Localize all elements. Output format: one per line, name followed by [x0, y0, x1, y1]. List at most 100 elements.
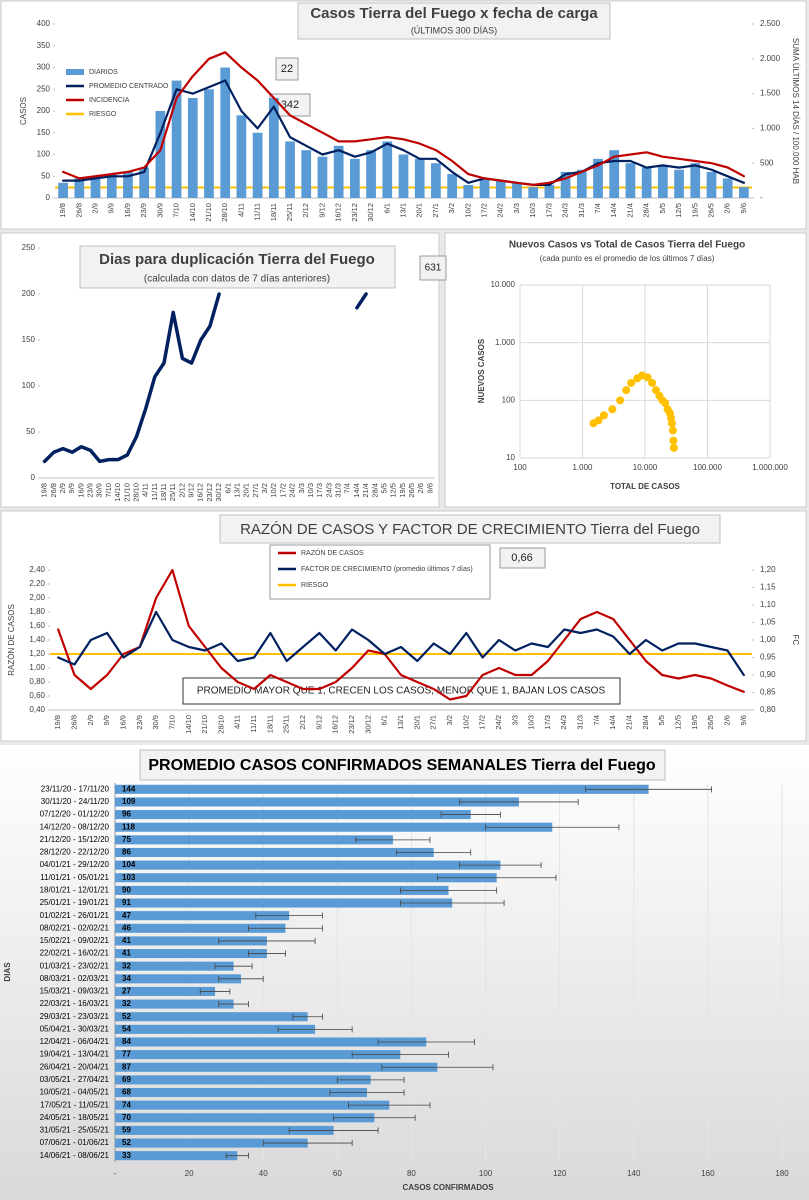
x-tick-label: 20/1	[412, 715, 421, 730]
y-tick-label: 30/11/20 - 24/11/20	[41, 797, 110, 806]
x-tick-label: 10/3	[306, 483, 315, 498]
x-tick-label: 28/10	[131, 483, 140, 502]
x-tick-label: 25/11	[282, 715, 291, 733]
y-tick-label: 15/03/21 - 09/03/21	[40, 987, 110, 996]
y2-tick-label: 1.000	[760, 124, 781, 133]
bar	[115, 1024, 316, 1034]
y2-tick-label: 0,95	[760, 653, 776, 662]
x-tick-label: 9/9	[102, 715, 111, 725]
bar	[350, 158, 360, 198]
bar	[268, 97, 279, 198]
y-tick-label: 19/04/21 - 13/04/21	[40, 1050, 110, 1059]
y-tick-label: 24/05/21 - 18/05/21	[40, 1113, 110, 1122]
error-bar	[288, 1127, 379, 1134]
x-tick-label: 6/1	[382, 203, 391, 213]
x-tick-label: 2/9	[58, 483, 67, 493]
bar	[252, 132, 263, 198]
bar	[690, 163, 701, 198]
title-box	[297, 2, 611, 40]
x-tick-label: 160	[701, 1169, 715, 1178]
bar	[115, 1151, 238, 1161]
point	[648, 378, 657, 387]
error-bar	[329, 1089, 405, 1096]
point	[668, 426, 677, 435]
error-bar	[292, 1013, 323, 1020]
x-tick-label: 16/12	[196, 483, 205, 502]
x-tick-label: 100	[479, 1169, 493, 1178]
bar	[115, 797, 519, 807]
point	[669, 436, 678, 445]
x-tick-label: 23/12	[350, 203, 359, 222]
error-bar	[277, 1026, 353, 1033]
x-tick-label: 30/12	[214, 483, 223, 502]
x-tick-label: 80	[407, 1169, 416, 1178]
y-tick-label: 31/05/21 - 25/05/21	[40, 1126, 110, 1135]
y-axis-label: DIAS	[3, 962, 12, 982]
x-tick-label: 9/9	[67, 483, 76, 493]
data-label: 91	[122, 898, 131, 907]
y-tick-label: 0,60	[29, 691, 45, 700]
annotation: PROMEDIO MAYOR QUE 1, CRECEN LOS CASOS, …	[197, 686, 606, 697]
data-label: 86	[122, 848, 131, 857]
error-bar	[399, 900, 505, 907]
bar	[495, 180, 506, 198]
x-tick-label: 26/8	[69, 715, 78, 730]
annotation-box	[499, 547, 546, 569]
data-label: 77	[122, 1050, 131, 1059]
data-label: 118	[122, 822, 135, 831]
error-bar	[381, 1064, 494, 1071]
data-label: 32	[122, 961, 131, 970]
x-tick-label: 23/9	[139, 203, 148, 218]
x-tick-label: 10/2	[463, 203, 472, 218]
x-tick-label: 26/5	[706, 715, 715, 730]
x-tick-label: 6/1	[380, 715, 389, 725]
point	[599, 411, 608, 420]
y-tick-label: 1,80	[29, 607, 45, 616]
point	[616, 396, 625, 405]
data-label: 46	[122, 923, 131, 932]
x-tick-label: 9/12	[317, 203, 326, 218]
x-tick-label: 16/9	[123, 203, 132, 218]
data-label: 34	[122, 974, 131, 983]
bar	[115, 810, 471, 820]
data-label: 54	[122, 1024, 131, 1033]
error-bar	[440, 811, 501, 818]
chart-title: RAZÓN DE CASOS Y FACTOR DE CRECIMIENTO T…	[240, 521, 700, 538]
x-tick-label: 20	[185, 1169, 194, 1178]
x-tick-label: 2/6	[723, 203, 732, 213]
x-tick-label: 10/2	[269, 483, 278, 498]
x-tick-label: 13/1	[396, 715, 405, 730]
y-tick-label: 2,20	[29, 579, 45, 588]
y2-tick-label: -	[760, 193, 763, 202]
y-tick-label: 350	[37, 41, 51, 50]
chart-subtitle: (cada punto es el promedio de los último…	[540, 254, 715, 263]
bar	[155, 111, 166, 198]
y-tick-label: 21/12/20 - 15/12/20	[40, 835, 110, 844]
y-tick-label: 0,80	[29, 677, 45, 686]
x-tick-label: 3/2	[445, 715, 454, 725]
x-tick-label: 3/2	[447, 203, 456, 213]
x-tick-label: 14/10	[184, 715, 193, 734]
legend-label: INCIDENCIA	[89, 97, 130, 104]
bar	[333, 145, 344, 198]
bar	[90, 176, 101, 198]
bar	[641, 167, 652, 198]
bar	[544, 184, 555, 198]
y-tick-label: 100	[37, 150, 51, 159]
x-tick-label: 19/8	[40, 483, 49, 498]
data-label: 69	[122, 1075, 131, 1084]
x-tick-label: 2/9	[86, 715, 95, 725]
data-label: 84	[122, 1037, 131, 1046]
x-tick-label: 30/9	[155, 203, 164, 218]
bar	[609, 150, 620, 198]
x-tick-label: 17/2	[478, 715, 487, 730]
y-tick-label: 1,60	[29, 621, 45, 630]
y-tick-label: 17/05/21 - 11/05/21	[40, 1100, 109, 1109]
legend-label: RIESGO	[301, 582, 329, 589]
bar	[560, 171, 571, 198]
title-box	[219, 514, 721, 544]
x-tick-label: 2/9	[91, 203, 100, 213]
error-bar	[214, 963, 253, 970]
x-tick-label: 9/9	[107, 203, 116, 213]
point	[669, 443, 678, 452]
